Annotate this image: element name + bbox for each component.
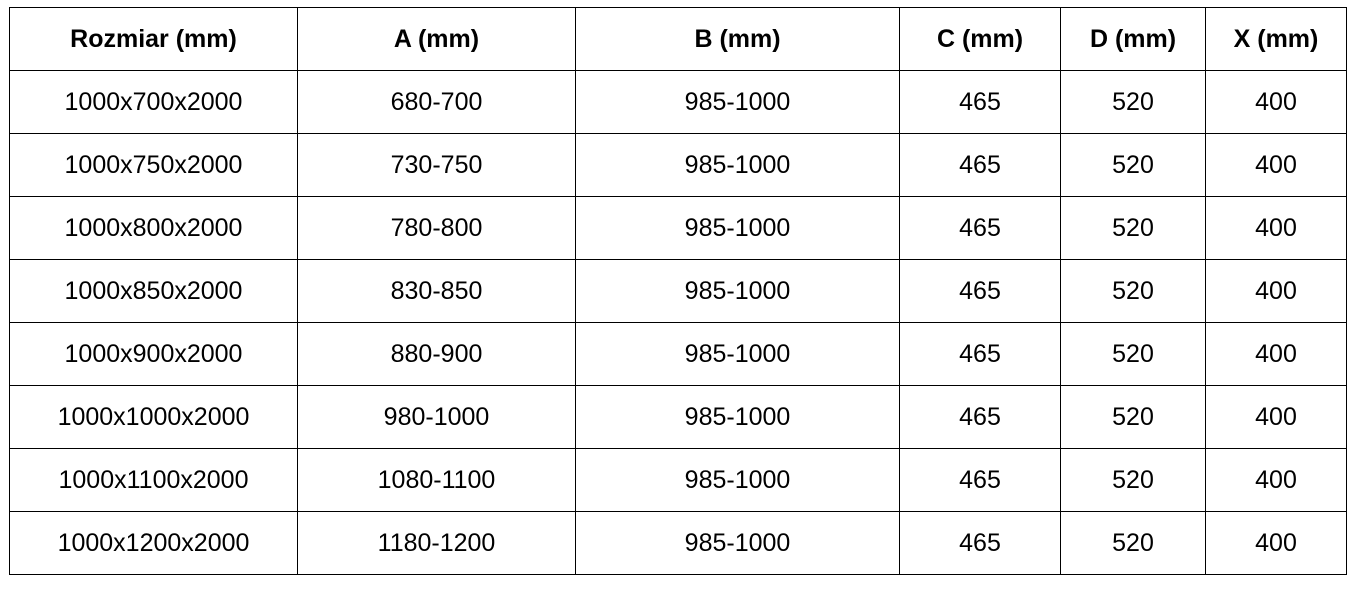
table-cell: 400: [1205, 70, 1347, 134]
table-cell: 400: [1205, 259, 1347, 323]
header-cell: D (mm): [1060, 7, 1206, 71]
table-cell: 520: [1060, 133, 1206, 197]
table-cell: 1000x900x2000: [9, 322, 298, 386]
header-cell: X (mm): [1205, 7, 1347, 71]
table-cell: 520: [1060, 511, 1206, 575]
table-cell: 1080-1100: [297, 448, 576, 512]
table-cell: 1000x1100x2000: [9, 448, 298, 512]
table-cell: 1000x750x2000: [9, 133, 298, 197]
table-row: 1000x1200x2000 1180-1200 985-1000 465 520 400: [9, 511, 1347, 575]
table-cell: 465: [899, 196, 1061, 260]
table-cell: 985-1000: [575, 385, 900, 449]
header-cell: Rozmiar (mm): [9, 7, 298, 71]
table-cell: 980-1000: [297, 385, 576, 449]
table-cell: 680-700: [297, 70, 576, 134]
table-cell: 400: [1205, 196, 1347, 260]
table-cell: 520: [1060, 322, 1206, 386]
table-cell: 830-850: [297, 259, 576, 323]
table-cell: 1000x700x2000: [9, 70, 298, 134]
header-cell: A (mm): [297, 7, 576, 71]
table-cell: 400: [1205, 385, 1347, 449]
table-cell: 985-1000: [575, 259, 900, 323]
table-cell: 400: [1205, 511, 1347, 575]
header-row: Rozmiar (mm) A (mm) B (mm) C (mm) D (mm) X (m…: [9, 7, 1347, 71]
table-cell: 465: [899, 448, 1061, 512]
header-cell: B (mm): [575, 7, 900, 71]
table-row: 1000x900x2000 880-900 985-1000 465 520 400: [9, 322, 1347, 386]
table-cell: 1000x850x2000: [9, 259, 298, 323]
table-cell: 1000x1000x2000: [9, 385, 298, 449]
table-cell: 985-1000: [575, 322, 900, 386]
table-cell: 465: [899, 322, 1061, 386]
table-cell: 985-1000: [575, 511, 900, 575]
table-cell: 520: [1060, 196, 1206, 260]
table-cell: 985-1000: [575, 196, 900, 260]
table-cell: 1000x800x2000: [9, 196, 298, 260]
table-row: 1000x1000x2000 980-1000 985-1000 465 520 400: [9, 385, 1347, 449]
table-cell: 520: [1060, 385, 1206, 449]
table-cell: 1000x1200x2000: [9, 511, 298, 575]
table-cell: 520: [1060, 259, 1206, 323]
table-cell: 880-900: [297, 322, 576, 386]
table-cell: 465: [899, 385, 1061, 449]
table-cell: 780-800: [297, 196, 576, 260]
table-cell: 400: [1205, 322, 1347, 386]
table-cell: 985-1000: [575, 133, 900, 197]
table-cell: 400: [1205, 133, 1347, 197]
size-table: Rozmiar (mm) A (mm) B (mm) C (mm) D (mm) X (m…: [9, 7, 1347, 575]
table-cell: 520: [1060, 448, 1206, 512]
header-cell: C (mm): [899, 7, 1061, 71]
table-cell: 985-1000: [575, 448, 900, 512]
table-row: 1000x700x2000 680-700 985-1000 465 520 400: [9, 70, 1347, 134]
table-cell: 400: [1205, 448, 1347, 512]
table-row: 1000x850x2000 830-850 985-1000 465 520 400: [9, 259, 1347, 323]
table-row: 1000x750x2000 730-750 985-1000 465 520 400: [9, 133, 1347, 197]
table-cell: 465: [899, 259, 1061, 323]
table-cell: 465: [899, 511, 1061, 575]
table-cell: 985-1000: [575, 70, 900, 134]
table-cell: 465: [899, 133, 1061, 197]
table-cell: 465: [899, 70, 1061, 134]
table-row: 1000x1100x2000 1080-1100 985-1000 465 520 400: [9, 448, 1347, 512]
table-cell: 1180-1200: [297, 511, 576, 575]
table-row: 1000x800x2000 780-800 985-1000 465 520 400: [9, 196, 1347, 260]
table-cell: 520: [1060, 70, 1206, 134]
table-cell: 730-750: [297, 133, 576, 197]
